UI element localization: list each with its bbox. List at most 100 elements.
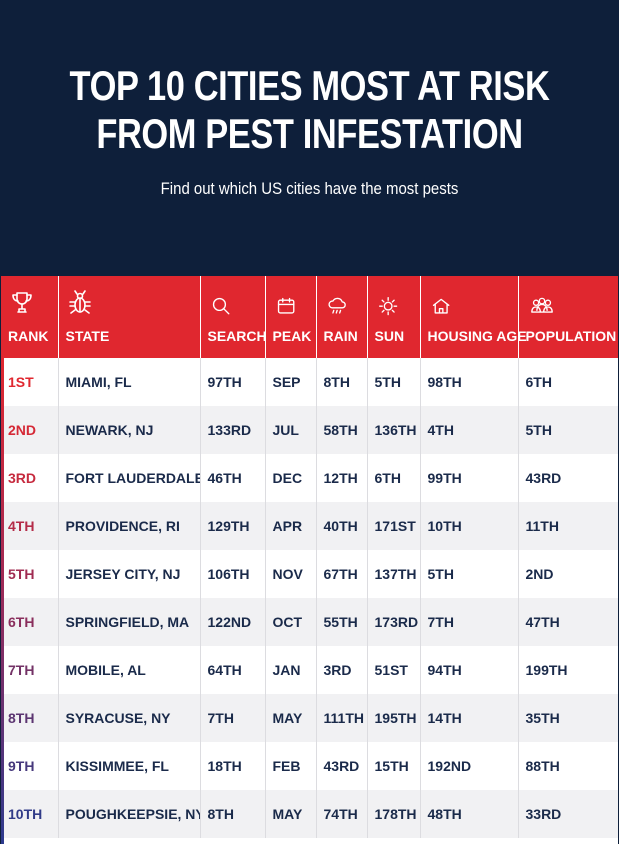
pest-risk-table: RANK STATE SEARCH: [1, 276, 618, 838]
search-cell: 133RD: [200, 406, 266, 454]
housing-age-cell: 5TH: [420, 550, 519, 598]
rain-cell: 12TH: [316, 454, 368, 502]
housing-age-cell: 192ND: [420, 742, 519, 790]
sun-cell: 195TH: [367, 694, 421, 742]
search-cell: 46TH: [200, 454, 266, 502]
population-cell: 6TH: [525, 374, 552, 390]
search-cell: 7TH: [200, 694, 266, 742]
column-label-search: SEARCH: [207, 328, 267, 344]
state-cell: JERSEY CITY, NJ: [58, 550, 201, 598]
peak-cell: DEC: [265, 454, 317, 502]
column-label-peak: PEAK: [272, 328, 312, 344]
table-row: 2ND NEWARK, NJ 133RD JUL 58TH 136TH 4TH 5TH: [1, 406, 618, 454]
column-header-search: SEARCH: [200, 276, 267, 358]
peak-cell: FEB: [265, 742, 317, 790]
peak-cell: JAN: [265, 646, 317, 694]
state-cell: PROVIDENCE, RI: [58, 502, 201, 550]
population-cell: 2ND: [525, 566, 554, 582]
rank-cell: 2ND: [1, 406, 59, 454]
housing-age-cell: 98TH: [420, 358, 519, 406]
state-cell: FORT LAUDERDALE, FL: [58, 454, 201, 502]
population-cell: 35TH: [525, 710, 560, 726]
rank-cell: 5TH: [1, 550, 59, 598]
column-header-population: POPULATION: [518, 276, 618, 358]
title-line-1: TOP 10 CITIES MOST AT RISK: [69, 62, 550, 109]
population-cell: 47TH: [525, 614, 560, 630]
population-cell: 11TH: [525, 518, 559, 534]
rain-cell: 58TH: [316, 406, 368, 454]
peak-cell: JUL: [265, 406, 317, 454]
state-cell: NEWARK, NJ: [58, 406, 201, 454]
peak-cell: NOV: [265, 550, 317, 598]
column-header-sun: SUN: [367, 276, 421, 358]
population-cell: 88TH: [525, 758, 560, 774]
rank-cell: 4TH: [1, 502, 59, 550]
search-cell: 8TH: [200, 790, 266, 838]
house-icon: [432, 298, 449, 314]
sun-cell: 137TH: [367, 550, 421, 598]
rain-cell: 74TH: [316, 790, 368, 838]
state-cell: POUGHKEEPSIE, NY: [58, 790, 201, 838]
search-cell: 97TH: [200, 358, 266, 406]
housing-age-cell: 48TH: [420, 790, 519, 838]
column-header-peak: PEAK: [265, 276, 317, 358]
state-cell: MOBILE, AL: [58, 646, 201, 694]
column-label-state: STATE: [65, 328, 110, 344]
header-banner: TOP 10 CITIES MOST AT RISK FROM PEST INF…: [0, 0, 619, 276]
table-body: 1ST MIAMI, FL 97TH SEP 8TH 5TH 98TH 6TH 2ND NEWAR…: [1, 358, 618, 838]
peak-cell: MAY: [265, 694, 317, 742]
sun-cell: 178TH: [367, 790, 421, 838]
rain-cell: 40TH: [316, 502, 368, 550]
table-row: 6TH SPRINGFIELD, MA 122ND OCT 55TH 173RD 7TH 47…: [1, 598, 618, 646]
housing-age-cell: 4TH: [420, 406, 519, 454]
search-cell: 64TH: [200, 646, 266, 694]
search-cell: 18TH: [200, 742, 266, 790]
table-row: 1ST MIAMI, FL 97TH SEP 8TH 5TH 98TH 6TH: [1, 358, 618, 406]
rank-cell: 6TH: [1, 598, 59, 646]
housing-age-cell: 10TH: [420, 502, 519, 550]
rain-cell: 3RD: [316, 646, 368, 694]
rank-cell: 8TH: [1, 694, 59, 742]
population-cell: 33RD: [525, 806, 562, 822]
rain-cell: 8TH: [316, 358, 368, 406]
peak-cell: OCT: [265, 598, 317, 646]
rank-cell: 9TH: [1, 742, 59, 790]
peak-cell: APR: [265, 502, 317, 550]
rank-cell: 1ST: [1, 358, 59, 406]
page-subtitle: Find out which US cities have the most p…: [160, 179, 459, 198]
table-header-row: RANK STATE SEARCH: [1, 276, 618, 358]
column-label-rain: RAIN: [323, 328, 358, 344]
rain-cloud-icon: [327, 297, 346, 314]
search-cell: 122ND: [200, 598, 266, 646]
bug-icon: [68, 290, 91, 314]
population-cell: 199TH: [525, 662, 568, 678]
peak-cell: SEP: [265, 358, 317, 406]
rain-cell: 43RD: [316, 742, 368, 790]
peak-cell: MAY: [265, 790, 317, 838]
column-label-housing-age: HOUSING AGE: [427, 328, 527, 344]
population-cell: 43RD: [525, 470, 562, 486]
population-cell: 5TH: [525, 422, 552, 438]
table-row: 9TH KISSIMMEE, FL 18TH FEB 43RD 15TH 192ND 88TH: [1, 742, 618, 790]
sun-cell: 15TH: [367, 742, 421, 790]
state-cell: SPRINGFIELD, MA: [58, 598, 201, 646]
search-cell: 129TH: [200, 502, 266, 550]
people-icon: [530, 297, 553, 313]
rank-cell: 3RD: [1, 454, 59, 502]
sun-cell: 171ST: [367, 502, 421, 550]
page-title: TOP 10 CITIES MOST AT RISK FROM PEST INF…: [56, 62, 564, 158]
column-label-population: POPULATION: [525, 328, 617, 344]
table-row: 5TH JERSEY CITY, NJ 106TH NOV 67TH 137TH 5TH 2N…: [1, 550, 618, 598]
housing-age-cell: 94TH: [420, 646, 519, 694]
sun-cell: 5TH: [367, 358, 421, 406]
column-label-rank: RANK: [8, 328, 49, 344]
sun-cell: 51ST: [367, 646, 421, 694]
housing-age-cell: 14TH: [420, 694, 519, 742]
trophy-icon: [12, 292, 32, 313]
search-icon: [212, 297, 229, 315]
table-row: 8TH SYRACUSE, NY 7TH MAY 111TH 195TH 14TH 35TH: [1, 694, 618, 742]
rank-cell: 7TH: [1, 646, 59, 694]
state-cell: MIAMI, FL: [58, 358, 201, 406]
table-row: 4TH PROVIDENCE, RI 129TH APR 40TH 171ST 10TH 11…: [1, 502, 618, 550]
